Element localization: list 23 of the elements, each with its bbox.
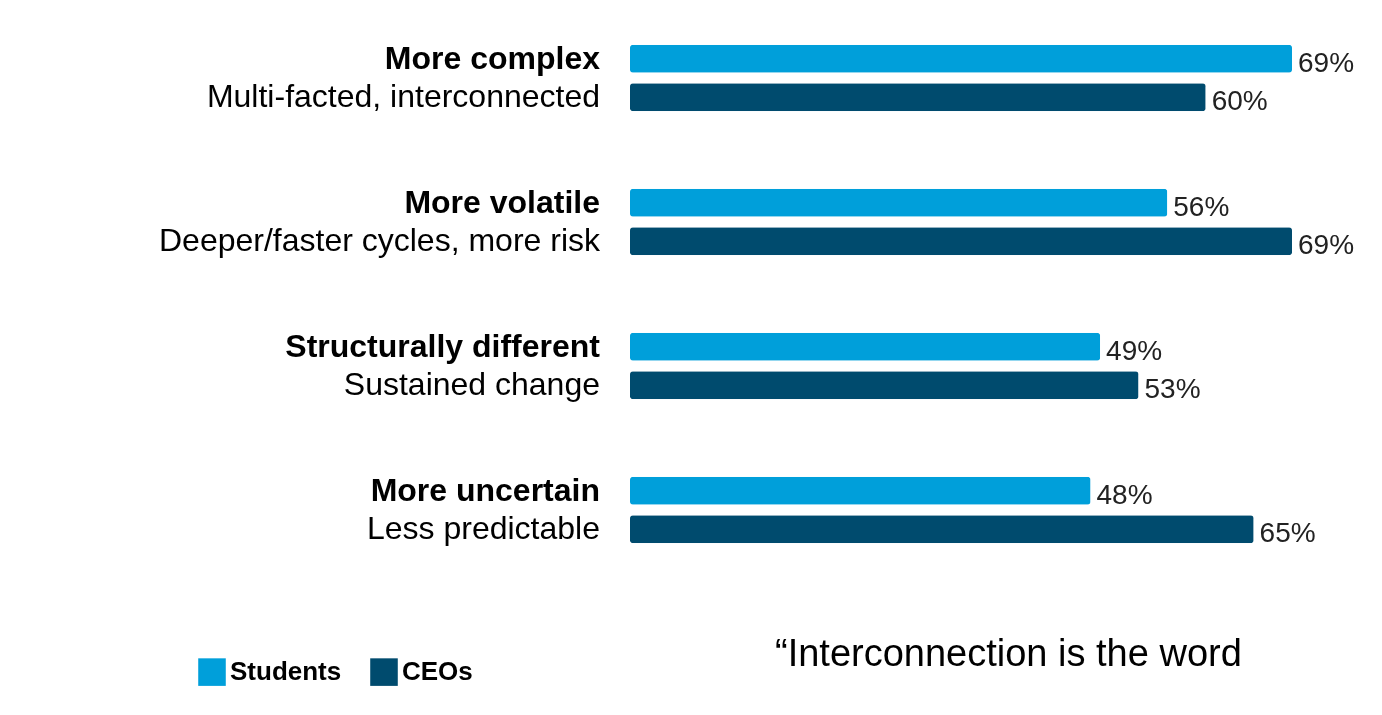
- data-label: 48%: [1096, 478, 1153, 510]
- data-label: 65%: [1259, 517, 1316, 549]
- data-label: 56%: [1173, 190, 1230, 222]
- bar: [630, 476, 1091, 505]
- data-label: 49%: [1106, 334, 1163, 366]
- bar: [630, 515, 1254, 544]
- data-label: 69%: [1298, 46, 1355, 78]
- data-label: 60%: [1211, 85, 1268, 117]
- bar: [630, 227, 1292, 256]
- bar: [630, 188, 1168, 217]
- legend-label: Students: [230, 656, 342, 687]
- category-label: More uncertain Less predictable: [366, 471, 600, 547]
- bar: [630, 44, 1292, 73]
- data-label: 53%: [1144, 373, 1201, 405]
- bar: [630, 332, 1101, 361]
- data-label: 69%: [1298, 229, 1355, 261]
- bar: [630, 371, 1139, 400]
- category-label: More complex Multi-facted, interconnected: [206, 39, 600, 115]
- category-label: Structurally different Sustained change: [285, 327, 600, 403]
- legend-label: CEOs: [402, 656, 473, 687]
- category-label: More volatile Deeper/faster cycles, more risk: [158, 183, 600, 259]
- bar: [630, 83, 1206, 112]
- text: “Interconnection is the word: [775, 632, 1242, 674]
